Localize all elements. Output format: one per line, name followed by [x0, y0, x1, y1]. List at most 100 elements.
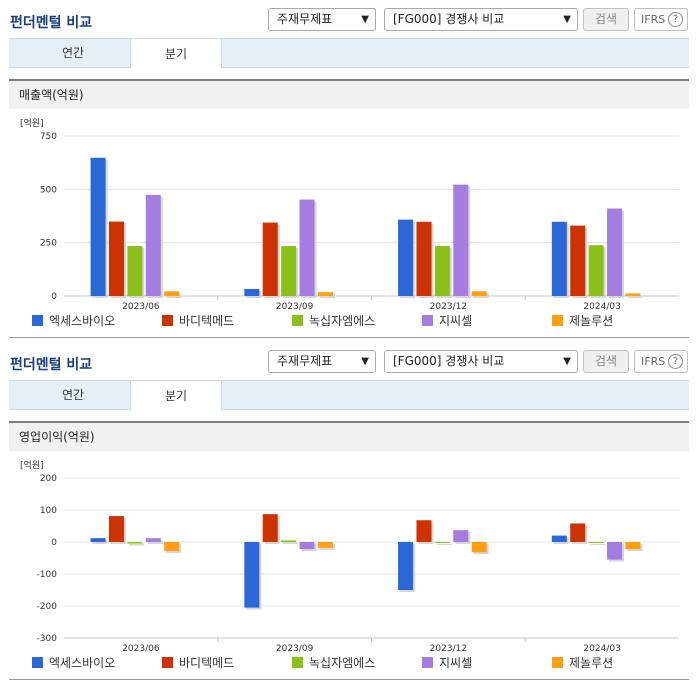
bar — [416, 221, 432, 296]
help-icon[interactable]: ? — [668, 354, 683, 369]
ifrs-button[interactable]: IFRS ? — [634, 8, 688, 31]
legend-label: 제놀루션 — [569, 314, 614, 328]
bar — [281, 540, 297, 542]
ifrs-label: IFRS — [641, 355, 666, 368]
divider — [9, 337, 689, 338]
bar — [108, 516, 124, 542]
legend-item[interactable]: 바디텍메드 — [162, 654, 234, 671]
legend-item[interactable]: 제놀루션 — [552, 312, 613, 329]
statement-type-select[interactable]: 주재무제표 ▼ — [268, 8, 376, 31]
statement-type-value: 주재무제표 — [277, 12, 333, 26]
bar — [570, 523, 586, 542]
bar — [299, 542, 315, 550]
legend-item[interactable]: 지씨셀 — [422, 312, 472, 329]
legend-swatch — [292, 315, 303, 326]
bar — [416, 520, 432, 542]
bar — [127, 246, 143, 296]
legend-item[interactable]: 바디텍메드 — [162, 312, 234, 329]
legend-swatch — [162, 657, 173, 668]
bar-shadow — [436, 544, 452, 545]
y-tick-label: 0 — [51, 538, 57, 548]
bar-shadow — [283, 542, 299, 544]
bar — [145, 194, 161, 296]
tab-quarterly[interactable]: 분기 — [130, 38, 222, 69]
revenue-chart: [억원] 0 250 500 750 2023/06 2023/09 2023/12 2024/… — [20, 117, 679, 310]
peer-group-select[interactable]: [FG000] 경쟁사 비교 ▼ — [384, 350, 578, 373]
bar-shadow — [92, 540, 108, 544]
ifrs-button[interactable]: IFRS ? — [634, 350, 688, 373]
bar — [90, 538, 106, 542]
legend-label: 바디텍메드 — [179, 314, 235, 328]
legend-item[interactable]: 엑세스바이오 — [32, 654, 115, 671]
bar — [453, 530, 469, 542]
panel-title: 펀더멘털 비교 — [10, 357, 93, 373]
peer-group-select[interactable]: [FG000] 경쟁사 비교 ▼ — [384, 8, 578, 31]
period-tabs: 연간 분기 — [9, 38, 689, 69]
bar — [164, 291, 180, 296]
panel-header: 펀더멘털 비교 주재무제표 ▼ [FG000] 경쟁사 비교 ▼ 검색 IFRS… — [0, 0, 696, 38]
bar-shadow — [590, 544, 606, 545]
tab-quarterly[interactable]: 분기 — [130, 380, 222, 411]
bar — [434, 246, 450, 296]
panel-title: 펀더멘털 비교 — [10, 15, 93, 31]
help-icon[interactable]: ? — [668, 12, 683, 27]
bar-shadow — [147, 540, 163, 544]
statement-type-select[interactable]: 주재무제표 ▼ — [268, 350, 376, 373]
y-axis-unit-label: [억원] — [20, 117, 44, 129]
search-button[interactable]: 검색 — [583, 350, 629, 373]
bar — [398, 542, 414, 590]
legend-swatch — [32, 657, 43, 668]
y-tick-label: -300 — [37, 634, 58, 644]
legend-swatch — [552, 315, 563, 326]
bar — [398, 219, 414, 296]
tab-annual[interactable]: 연간 — [61, 388, 85, 402]
ifrs-label: IFRS — [641, 13, 666, 26]
y-tick-label: -100 — [37, 570, 58, 580]
legend-item[interactable]: 지씨셀 — [422, 654, 472, 671]
y-tick-label: 100 — [40, 506, 57, 516]
x-tick-label: 2023/06 — [122, 302, 160, 310]
y-tick-label: 0 — [51, 292, 57, 302]
legend-swatch — [292, 657, 303, 668]
search-button[interactable]: 검색 — [583, 8, 629, 31]
legend-item[interactable]: 녹십자엠에스 — [292, 312, 375, 329]
bar — [607, 208, 623, 296]
legend-label: 녹십자엠에스 — [309, 314, 376, 328]
period-tabs: 연간 분기 — [9, 380, 689, 411]
bar — [471, 542, 487, 553]
y-tick-label: 250 — [40, 239, 57, 249]
bar — [625, 542, 641, 550]
bar-shadow — [319, 294, 335, 298]
bar — [588, 245, 604, 296]
bar — [317, 292, 333, 296]
bar — [127, 542, 143, 544]
legend-item[interactable]: 엑세스바이오 — [32, 312, 115, 329]
bar — [570, 225, 586, 296]
legend-swatch — [32, 315, 43, 326]
legend-label: 엑세스바이오 — [49, 656, 116, 670]
bar — [453, 184, 469, 296]
legend-swatch — [422, 315, 433, 326]
legend-item[interactable]: 녹십자엠에스 — [292, 654, 375, 671]
peer-group-value: [FG000] 경쟁사 비교 — [393, 354, 505, 368]
x-tick-label: 2023/06 — [122, 644, 160, 652]
legend-label: 바디텍메드 — [179, 656, 235, 670]
y-tick-label: 500 — [40, 185, 57, 195]
chevron-down-icon: ▼ — [563, 356, 571, 367]
section-title: 영업이익(억원) — [9, 421, 689, 451]
bar — [317, 542, 333, 548]
bar — [108, 221, 124, 296]
chevron-down-icon: ▼ — [361, 14, 369, 25]
revenue-panel: 펀더멘털 비교 주재무제표 ▼ [FG000] 경쟁사 비교 ▼ 검색 IFRS… — [0, 0, 696, 338]
bar — [145, 538, 161, 542]
bar-shadow — [627, 295, 643, 298]
x-tick-label: 2024/03 — [583, 644, 620, 652]
tab-annual[interactable]: 연간 — [61, 46, 85, 60]
y-axis-unit-label: [억원] — [20, 459, 44, 471]
legend-swatch — [552, 657, 563, 668]
legend-label: 지씨셀 — [439, 656, 473, 670]
peer-group-value: [FG000] 경쟁사 비교 — [393, 12, 505, 26]
legend-item[interactable]: 제놀루션 — [552, 654, 613, 671]
bar — [244, 542, 260, 608]
section-title: 매출액(억원) — [9, 79, 689, 109]
